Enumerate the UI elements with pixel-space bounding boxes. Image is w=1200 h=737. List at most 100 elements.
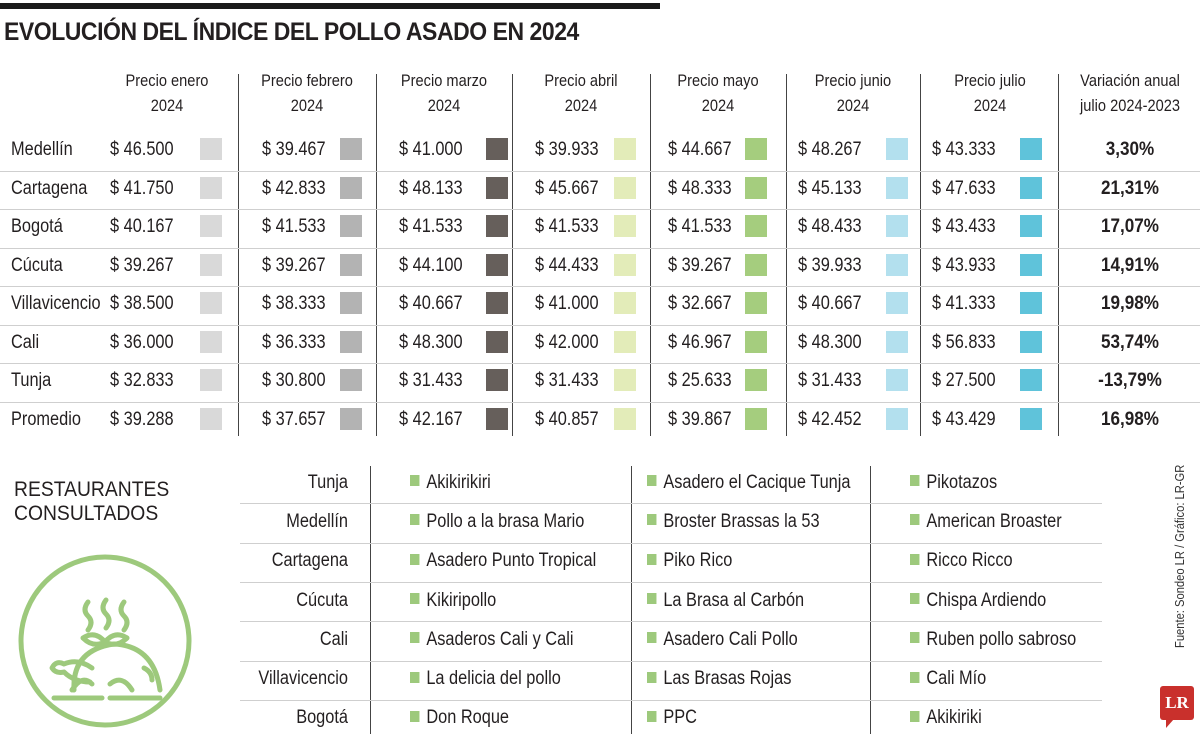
square-bullet-icon xyxy=(910,632,920,644)
color-swatch xyxy=(340,407,362,430)
color-swatch xyxy=(340,253,362,276)
row-divider xyxy=(240,621,1102,623)
restaurant-city: Cúcuta xyxy=(296,589,348,611)
restaurant-name: Asaderos Cali y Cali xyxy=(426,628,574,650)
restaurant-item: Chispa Ardiendo xyxy=(910,590,1046,612)
color-swatch xyxy=(340,176,362,199)
restaurant-item: La Brasa al Carbón xyxy=(647,590,804,612)
price-cell: $ 42.452 xyxy=(798,408,862,430)
color-swatch xyxy=(745,138,767,161)
color-swatch xyxy=(340,292,362,315)
row-divider xyxy=(240,542,1102,544)
column-header-line1: Precio marzo xyxy=(400,71,488,90)
column-divider xyxy=(512,74,513,436)
restaurant-item: Piko Rico xyxy=(647,550,732,572)
restaurant-item: Ruben pollo sabroso xyxy=(910,629,1076,651)
column-header-line1: Variación anual xyxy=(1080,71,1180,90)
square-bullet-icon xyxy=(647,671,657,683)
variation-cell: 21,31% xyxy=(1100,177,1159,199)
color-swatch xyxy=(200,253,222,276)
restaurant-name: La delicia del pollo xyxy=(426,668,561,690)
color-swatch xyxy=(614,253,636,276)
square-bullet-icon xyxy=(910,710,920,722)
square-bullet-icon xyxy=(410,593,420,605)
city-label: Villavicencio xyxy=(11,293,101,315)
restaurant-item: Broster Brassas la 53 xyxy=(647,511,820,533)
price-cell: $ 44.433 xyxy=(535,254,599,276)
restaurant-name: PPC xyxy=(663,707,697,729)
color-swatch xyxy=(200,215,222,238)
column-header: Precio mayo 2024 xyxy=(658,68,778,118)
row-divider xyxy=(240,581,1102,583)
color-swatch xyxy=(886,215,908,238)
column-header: Precio febrero 2024 xyxy=(247,68,367,118)
color-swatch xyxy=(486,369,508,392)
price-cell: $ 41.533 xyxy=(668,216,732,238)
color-swatch xyxy=(745,330,767,353)
column-header-line2: 2024 xyxy=(290,96,324,115)
price-cell: $ 38.500 xyxy=(110,293,174,315)
lr-logo: LR xyxy=(1160,686,1194,720)
price-cell: $ 42.833 xyxy=(262,177,326,199)
color-swatch xyxy=(486,292,508,315)
color-swatch xyxy=(486,253,508,276)
color-swatch xyxy=(614,215,636,238)
variation-cell: 3,30% xyxy=(1105,139,1155,161)
restaurant-item: PPC xyxy=(647,707,697,729)
square-bullet-icon xyxy=(647,514,657,526)
row-divider xyxy=(0,286,1200,287)
restaurant-name: Cali Mío xyxy=(926,668,987,690)
color-swatch xyxy=(1020,330,1042,353)
square-bullet-icon xyxy=(410,632,420,644)
price-cell: $ 48.300 xyxy=(399,331,463,353)
column-header-line2: 2024 xyxy=(427,96,461,115)
restaurant-name: Ricco Ricco xyxy=(926,550,1013,572)
restaurant-item: American Broaster xyxy=(910,511,1062,533)
column-header-line2: 2024 xyxy=(701,96,735,115)
column-header: Precio junio 2024 xyxy=(793,68,913,118)
price-cell: $ 40.667 xyxy=(399,293,463,315)
square-bullet-icon xyxy=(910,514,920,526)
restaurant-name: Piko Rico xyxy=(663,550,733,572)
color-swatch xyxy=(745,253,767,276)
price-cell: $ 39.267 xyxy=(110,254,174,276)
restaurant-name: Las Brasas Rojas xyxy=(663,668,792,690)
price-cell: $ 56.833 xyxy=(932,331,996,353)
color-swatch xyxy=(886,292,908,315)
restaurant-name: American Broaster xyxy=(926,510,1062,532)
price-cell: $ 42.000 xyxy=(535,331,599,353)
city-label: Bogotá xyxy=(11,216,63,238)
square-bullet-icon xyxy=(910,553,920,565)
price-cell: $ 47.633 xyxy=(932,177,996,199)
price-cell: $ 48.267 xyxy=(798,139,862,161)
square-bullet-icon xyxy=(410,475,420,487)
square-bullet-icon xyxy=(410,553,420,565)
color-swatch xyxy=(340,369,362,392)
restaurant-name: Asadero Punto Tropical xyxy=(426,550,597,572)
variation-cell: 19,98% xyxy=(1100,293,1159,315)
square-bullet-icon xyxy=(910,475,920,487)
color-swatch xyxy=(886,176,908,199)
city-label: Cali xyxy=(11,331,40,353)
color-swatch xyxy=(886,138,908,161)
lr-logo-tail xyxy=(1166,719,1174,728)
color-swatch xyxy=(200,407,222,430)
price-cell: $ 45.667 xyxy=(535,177,599,199)
restaurant-item: Akikiriki xyxy=(910,707,982,729)
price-cell: $ 42.167 xyxy=(399,408,463,430)
color-swatch xyxy=(1020,407,1042,430)
color-swatch xyxy=(745,215,767,238)
restaurant-item: Pollo a la brasa Mario xyxy=(410,511,584,533)
price-cell: $ 40.857 xyxy=(535,408,599,430)
restaurant-name: Chispa Ardiendo xyxy=(926,589,1047,611)
square-bullet-icon xyxy=(647,632,657,644)
restaurant-item: Don Roque xyxy=(410,707,509,729)
price-cell: $ 40.667 xyxy=(798,293,862,315)
color-swatch xyxy=(340,215,362,238)
row-divider xyxy=(0,401,1200,403)
price-cell: $ 43.933 xyxy=(932,254,996,276)
restaurant-item: Cali Mío xyxy=(910,668,986,690)
color-swatch xyxy=(1020,292,1042,315)
row-divider xyxy=(0,363,1200,364)
color-swatch xyxy=(1020,253,1042,276)
